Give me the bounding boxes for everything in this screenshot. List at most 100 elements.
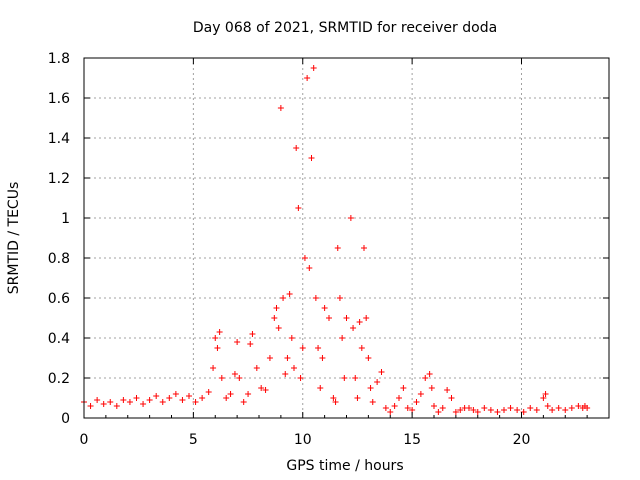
data-point xyxy=(363,315,370,321)
data-point xyxy=(544,403,551,409)
data-point xyxy=(352,375,359,381)
y-tick-label: 1.8 xyxy=(48,51,70,67)
y-tick-label: 0.4 xyxy=(48,331,70,347)
data-point xyxy=(308,155,315,161)
data-point xyxy=(297,375,304,381)
ticks-layer xyxy=(83,57,609,419)
data-point xyxy=(396,395,402,401)
data-point xyxy=(334,245,341,251)
y-tick-labels: 0 0.2 0.4 0.6 0.8 1 1.2 1.4 1.6 1.8 xyxy=(48,51,70,427)
data-point xyxy=(306,265,313,271)
data-point xyxy=(210,365,217,371)
data-point xyxy=(266,355,273,361)
data-point xyxy=(354,395,361,401)
data-point xyxy=(288,335,295,341)
data-point xyxy=(153,393,160,399)
y-tick-label: 0.8 xyxy=(48,251,70,267)
data-point xyxy=(391,403,398,409)
data-point xyxy=(481,405,488,411)
x-axis-label: GPS time / hours xyxy=(286,458,403,474)
data-point xyxy=(199,395,206,401)
data-point xyxy=(555,405,562,411)
y-tick-label: 1.4 xyxy=(48,131,70,147)
data-point xyxy=(317,385,324,391)
data-point xyxy=(301,255,308,261)
grid-layer xyxy=(84,58,609,418)
data-point xyxy=(280,295,287,301)
data-point xyxy=(227,391,234,397)
data-point xyxy=(487,407,494,413)
data-point xyxy=(339,335,346,341)
data-point xyxy=(216,329,223,335)
data-point xyxy=(494,409,501,415)
data-point xyxy=(422,375,429,381)
data-point xyxy=(417,391,424,397)
data-point xyxy=(466,405,472,411)
data-point xyxy=(223,395,230,401)
data-point xyxy=(236,375,243,381)
y-tick-label: 1 xyxy=(61,211,70,227)
x-tick-label: 0 xyxy=(80,432,89,448)
data-point xyxy=(293,145,300,151)
data-point xyxy=(356,319,363,325)
data-point xyxy=(172,391,179,397)
data-point xyxy=(273,305,280,311)
data-point xyxy=(332,399,339,405)
data-point xyxy=(271,315,278,321)
data-point xyxy=(212,335,219,341)
data-point xyxy=(107,399,114,405)
data-point xyxy=(126,399,133,405)
data-point xyxy=(562,407,569,413)
data-point xyxy=(470,407,477,413)
data-point xyxy=(439,405,446,411)
data-point xyxy=(527,405,534,411)
y-tick-label: 1.2 xyxy=(48,171,70,187)
data-point xyxy=(100,401,107,407)
data-point xyxy=(258,385,265,391)
data-point xyxy=(192,399,199,405)
data-point xyxy=(234,339,241,345)
data-point xyxy=(501,407,507,413)
data-point xyxy=(369,399,376,405)
data-point xyxy=(533,407,540,413)
data-point xyxy=(240,399,247,405)
data-point xyxy=(179,397,186,403)
data-point xyxy=(330,395,337,401)
data-point xyxy=(113,403,120,409)
data-point xyxy=(277,105,284,111)
data-point xyxy=(378,369,385,375)
data-point xyxy=(435,409,442,415)
data-point xyxy=(374,379,381,385)
data-point xyxy=(186,393,192,399)
data-point xyxy=(413,399,420,405)
data-point xyxy=(336,295,343,301)
data-point xyxy=(247,341,254,347)
data-point xyxy=(275,325,282,331)
data-point xyxy=(245,391,252,397)
data-point xyxy=(444,387,451,393)
data-point xyxy=(133,395,140,401)
data-point xyxy=(299,345,306,351)
data-point xyxy=(87,403,94,409)
data-point xyxy=(159,399,166,405)
data-point xyxy=(361,245,367,251)
data-point xyxy=(431,403,437,409)
chart-title: Day 068 of 2021, SRMTID for receiver dod… xyxy=(193,20,497,36)
data-point xyxy=(367,385,374,391)
data-point xyxy=(350,325,357,331)
data-point xyxy=(575,403,582,409)
x-tick-label: 5 xyxy=(189,432,198,448)
data-point xyxy=(214,345,221,351)
data-point xyxy=(542,391,549,397)
data-point xyxy=(382,405,389,411)
data-point xyxy=(231,371,238,377)
data-point xyxy=(94,397,101,403)
data-point xyxy=(549,407,556,413)
data-point xyxy=(326,315,332,321)
y-tick-label: 1.6 xyxy=(48,91,70,107)
data-point xyxy=(343,315,350,321)
x-tick-label: 20 xyxy=(513,432,531,448)
data-point xyxy=(426,371,433,377)
data-point xyxy=(347,215,354,221)
